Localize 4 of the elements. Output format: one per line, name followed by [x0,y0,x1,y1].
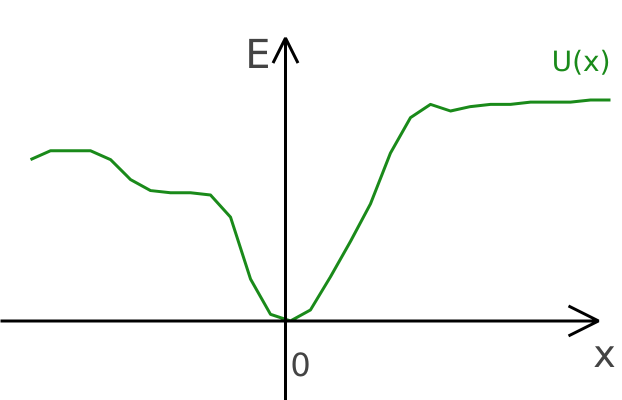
series-label: U(x) [552,44,611,78]
x-axis-title: x [593,332,616,376]
y-axis-title: E [245,32,271,78]
text: 0 [290,346,311,384]
